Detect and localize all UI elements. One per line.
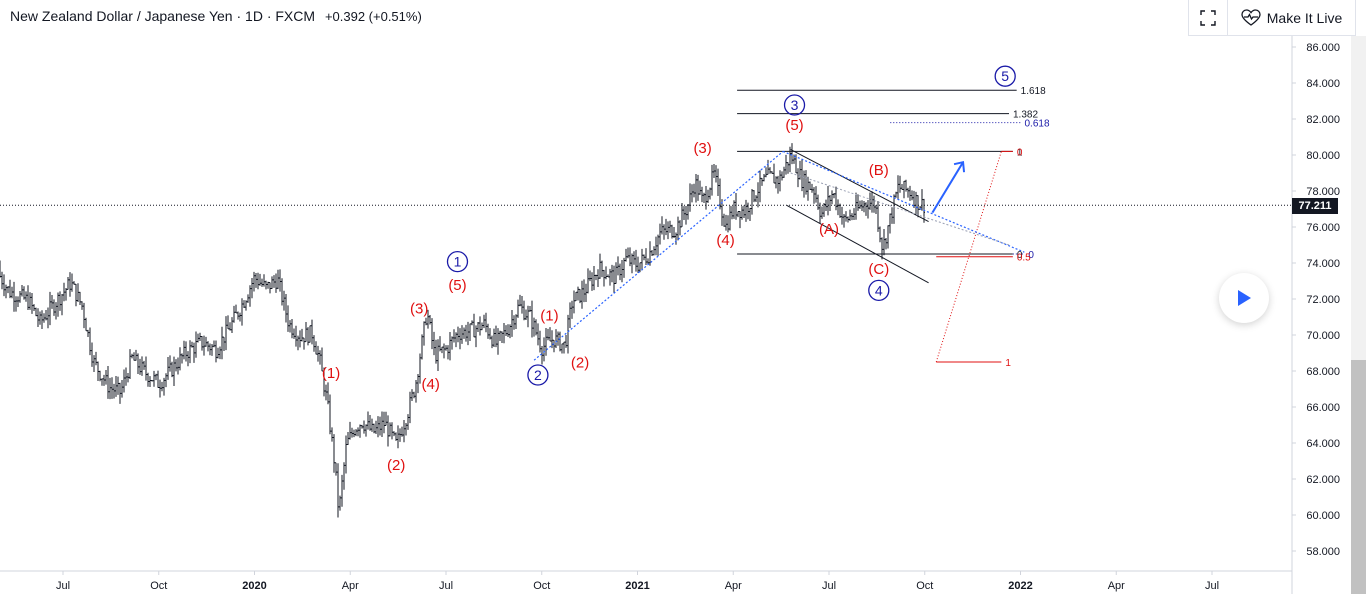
price-tick-label: 60.000 xyxy=(1306,510,1340,522)
fib-level-label: 1.382 xyxy=(1013,110,1038,121)
time-tick-label: Oct xyxy=(916,580,933,592)
time-tick-label: Jul xyxy=(1205,580,1219,592)
price-tick-label: 78.000 xyxy=(1306,186,1340,198)
symbol-header: New Zealand Dollar / Japanese Yen · 1D ·… xyxy=(10,8,422,24)
fib-level-label: 1.618 xyxy=(1021,86,1046,97)
time-tick-label: Oct xyxy=(533,580,550,592)
play-icon xyxy=(1238,290,1251,306)
channel-lower-line xyxy=(786,204,929,284)
projection-arrow xyxy=(931,161,964,214)
candlestick-series xyxy=(0,143,925,518)
wave-circle xyxy=(994,65,1016,87)
wave-circle xyxy=(868,279,890,302)
time-tick-label: Apr xyxy=(725,580,742,592)
fib-extension-connector xyxy=(935,151,1002,363)
make-it-live-label: Make It Live xyxy=(1266,9,1343,26)
wave-circle xyxy=(446,250,469,273)
wave-label: (2) xyxy=(571,354,589,371)
price-tick-label: 76.000 xyxy=(1306,222,1340,234)
price-tick-label: 80.000 xyxy=(1306,150,1340,162)
wave-label: 5 xyxy=(1001,68,1009,84)
wave-label: (4) xyxy=(716,232,734,249)
current-price-tag: 77.211 xyxy=(1292,198,1338,214)
wave-label: (4) xyxy=(422,376,440,393)
scrollbar-thumb[interactable] xyxy=(1351,360,1366,594)
wave-label: (B) xyxy=(869,162,889,179)
price-tick-label: 72.000 xyxy=(1306,294,1340,306)
time-tick-label: 2021 xyxy=(625,580,649,592)
fib-level-label: 0 xyxy=(1017,250,1023,261)
price-tick-label: 70.000 xyxy=(1306,330,1340,342)
uptrend-line xyxy=(533,150,784,361)
fib-level-label: 0 xyxy=(1028,250,1034,261)
wave-label: (3) xyxy=(410,300,428,317)
price-tick-label: 84.000 xyxy=(1306,78,1340,90)
fib-level-label: 0 xyxy=(1017,147,1023,158)
wave-circle xyxy=(527,364,549,386)
price-tick-label: 62.000 xyxy=(1306,474,1340,486)
fullscreen-button[interactable] xyxy=(1189,0,1228,35)
make-it-live-button[interactable]: Make It Live xyxy=(1228,0,1355,35)
time-tick-label: 2020 xyxy=(242,580,266,592)
time-tick-label: Jul xyxy=(439,580,453,592)
wave-label: (5) xyxy=(448,277,466,294)
wave-label: (1) xyxy=(540,308,558,325)
price-tick-label: 74.000 xyxy=(1306,258,1340,270)
time-tick-label: Apr xyxy=(1108,580,1125,592)
price-tick-label: 66.000 xyxy=(1306,402,1340,414)
price-tick-label: 82.000 xyxy=(1306,114,1340,126)
wave-label: (3) xyxy=(693,140,711,157)
wave-labels: (1) (2) (3) (4) (5) 1 (1) 2 (2) (3) (4) (5) 3 (A) (B) (… xyxy=(322,65,1016,474)
price-tick-label: 58.000 xyxy=(1306,546,1340,558)
channel-upper-line xyxy=(790,149,929,223)
projection-arrowhead xyxy=(953,160,966,173)
price-tick-label: 86.000 xyxy=(1306,42,1340,54)
chart-toolbar: Make It Live xyxy=(1188,0,1356,36)
fullscreen-icon xyxy=(1200,9,1216,26)
time-tick-label: Apr xyxy=(342,580,359,592)
time-tick-label: Oct xyxy=(150,580,167,592)
price-tick-label: 68.000 xyxy=(1306,366,1340,378)
price-tick-label: 64.000 xyxy=(1306,438,1340,450)
time-tick-label: Jul xyxy=(822,580,836,592)
wave-label: (1) xyxy=(322,365,340,382)
wave-label: 3 xyxy=(791,97,799,113)
wave-label: (5) xyxy=(785,117,803,134)
fib-level-label: 0.5 xyxy=(1017,253,1031,264)
wave-label: 4 xyxy=(875,282,883,298)
wave-label: (C) xyxy=(868,261,889,278)
wave-label: (2) xyxy=(387,457,405,474)
wave-label: (A) xyxy=(819,221,839,238)
symbol-title: New Zealand Dollar / Japanese Yen · 1D ·… xyxy=(10,8,316,24)
heart-pulse-icon xyxy=(1241,8,1261,26)
time-tick-label: Jul xyxy=(56,580,70,592)
wave-label: 2 xyxy=(534,367,542,383)
fib-level-label: 1 xyxy=(1017,147,1023,158)
fib-level-label: 0.618 xyxy=(1025,119,1050,130)
wave-label: 1 xyxy=(454,254,462,270)
wave-circle xyxy=(783,94,806,116)
fib-level-label: 1 xyxy=(1005,358,1011,369)
time-tick-label: 2022 xyxy=(1008,580,1032,592)
price-change: +0.392 (+0.51%) xyxy=(324,9,422,24)
downtrend-line xyxy=(782,150,1025,253)
play-button[interactable] xyxy=(1219,273,1269,323)
